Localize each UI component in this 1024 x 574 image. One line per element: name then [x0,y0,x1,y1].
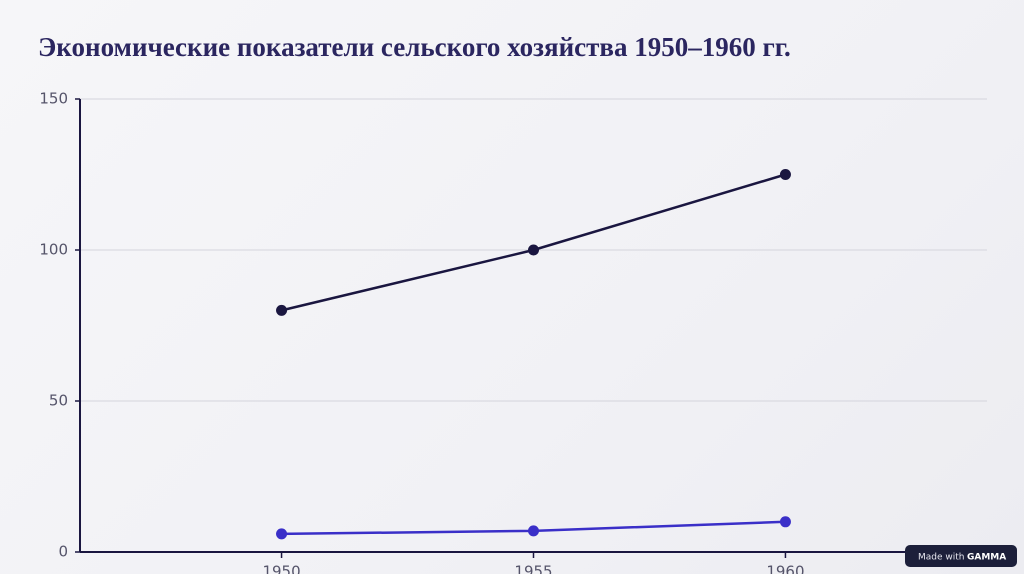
y-tick-label: 0 [58,543,68,561]
data-point [779,169,791,180]
badge[interactable]: Made with GAMMA [905,545,1017,567]
chart: 0 50 100 150 1950 1955 1960 [39,90,987,574]
data-point [528,525,539,537]
y-tick-label: 50 [49,392,68,410]
badge-bg [905,545,1017,567]
badge-prefix: Made with [918,553,965,563]
data-point [779,516,791,528]
x-tick-label: 1950 [262,563,300,574]
x-tick-label: 1955 [514,563,552,574]
series-line [281,173,786,312]
data-point [276,304,288,316]
chart-title: Экономические показатели сельского хозяй… [38,32,791,62]
badge-brand: GAMMA [967,553,1006,563]
y-tick-label: 100 [39,241,68,259]
data-point [528,244,539,256]
y-tick-label: 150 [39,90,68,108]
data-point [276,528,288,540]
x-tick-label: 1960 [766,563,804,574]
